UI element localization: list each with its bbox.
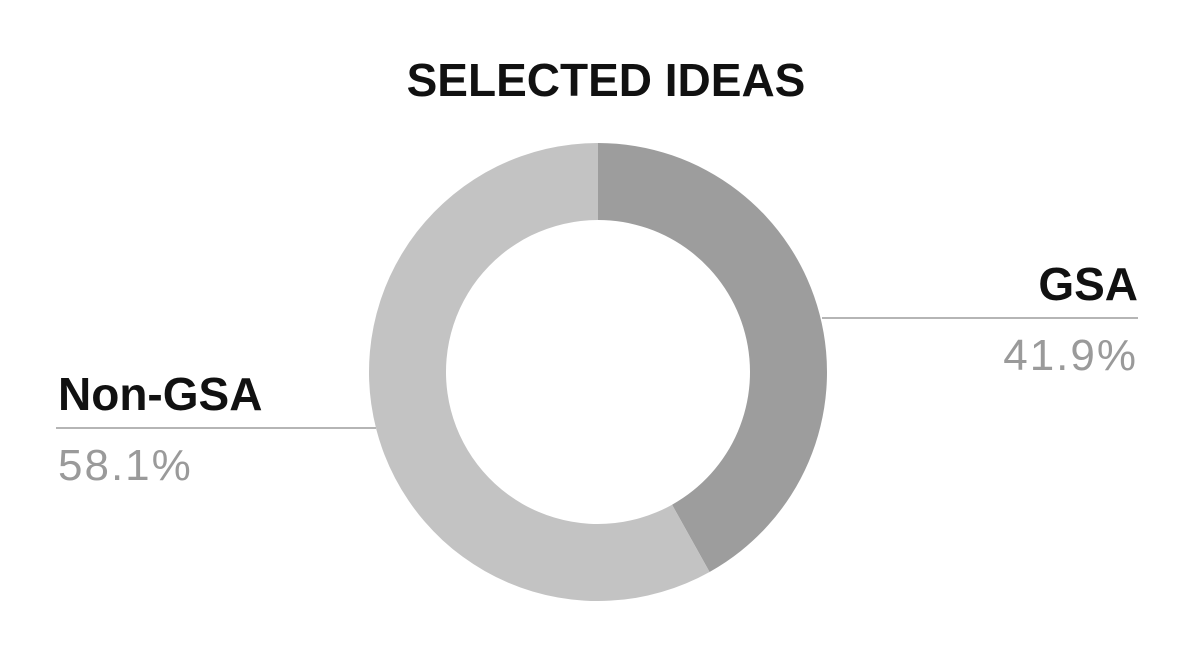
slice-non-gsa[interactable] — [368, 143, 710, 601]
label-gsa-percent: 41.9% — [1003, 331, 1138, 380]
label-non-gsa-percent: 58.1% — [58, 441, 193, 490]
slice-gsa[interactable] — [598, 143, 827, 572]
label-non-gsa-name: Non-GSA — [58, 368, 262, 420]
chart-title: SELECTED IDEAS — [407, 54, 806, 106]
label-gsa-name: GSA — [1038, 258, 1138, 310]
